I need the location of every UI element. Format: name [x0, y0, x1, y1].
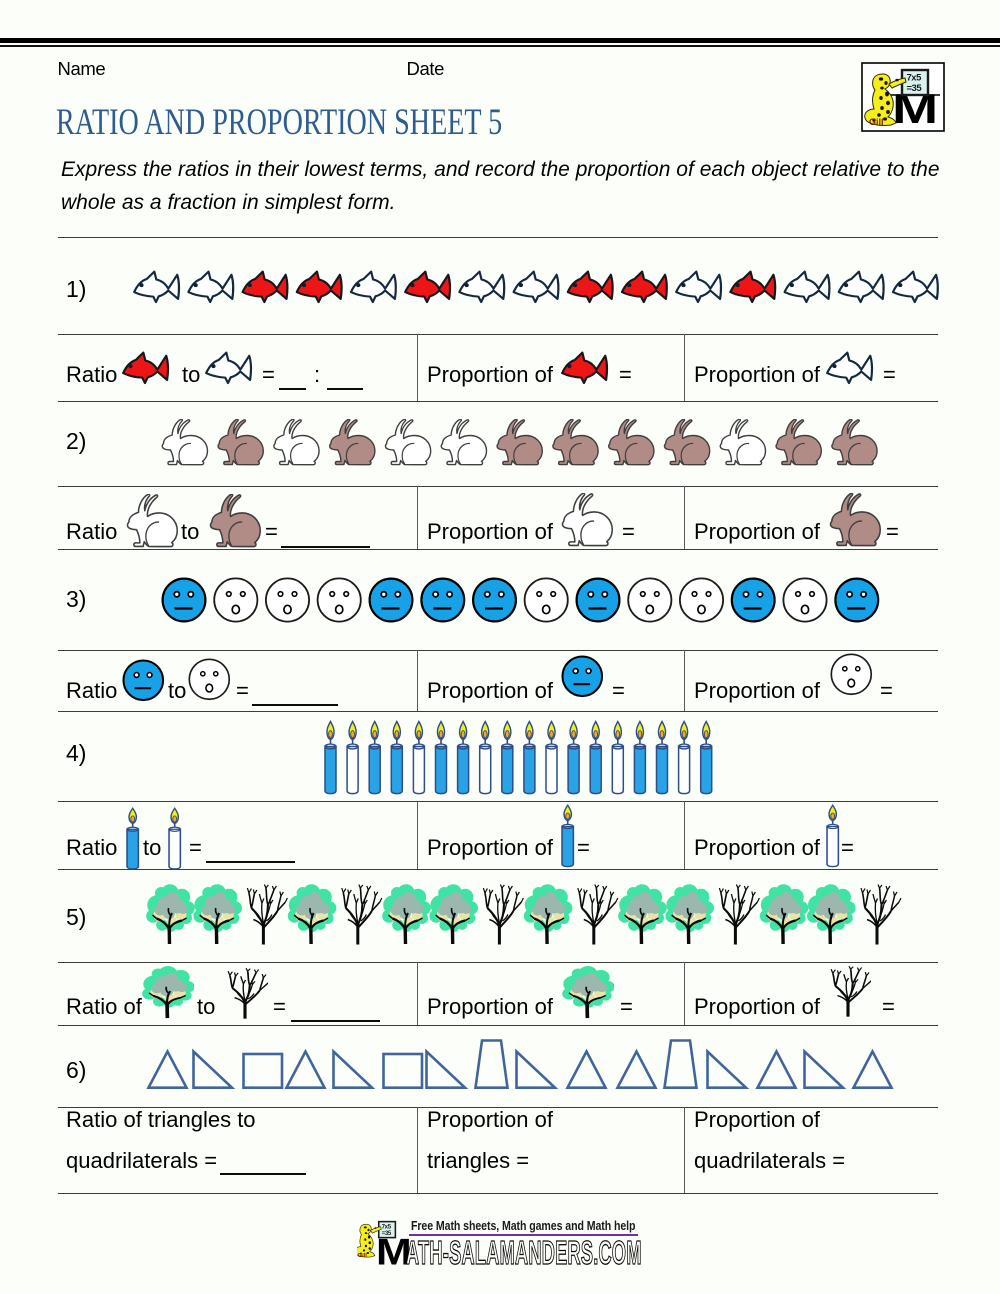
svg-text:ATH-SALAMANDERS.COM: ATH-SALAMANDERS.COM: [406, 1234, 642, 1270]
svg-text:M: M: [376, 1232, 412, 1270]
